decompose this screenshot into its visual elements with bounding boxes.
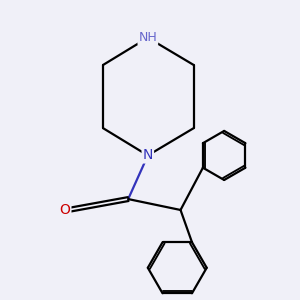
- Text: NH: NH: [138, 31, 157, 44]
- Text: O: O: [59, 203, 70, 217]
- Text: N: N: [142, 148, 153, 163]
